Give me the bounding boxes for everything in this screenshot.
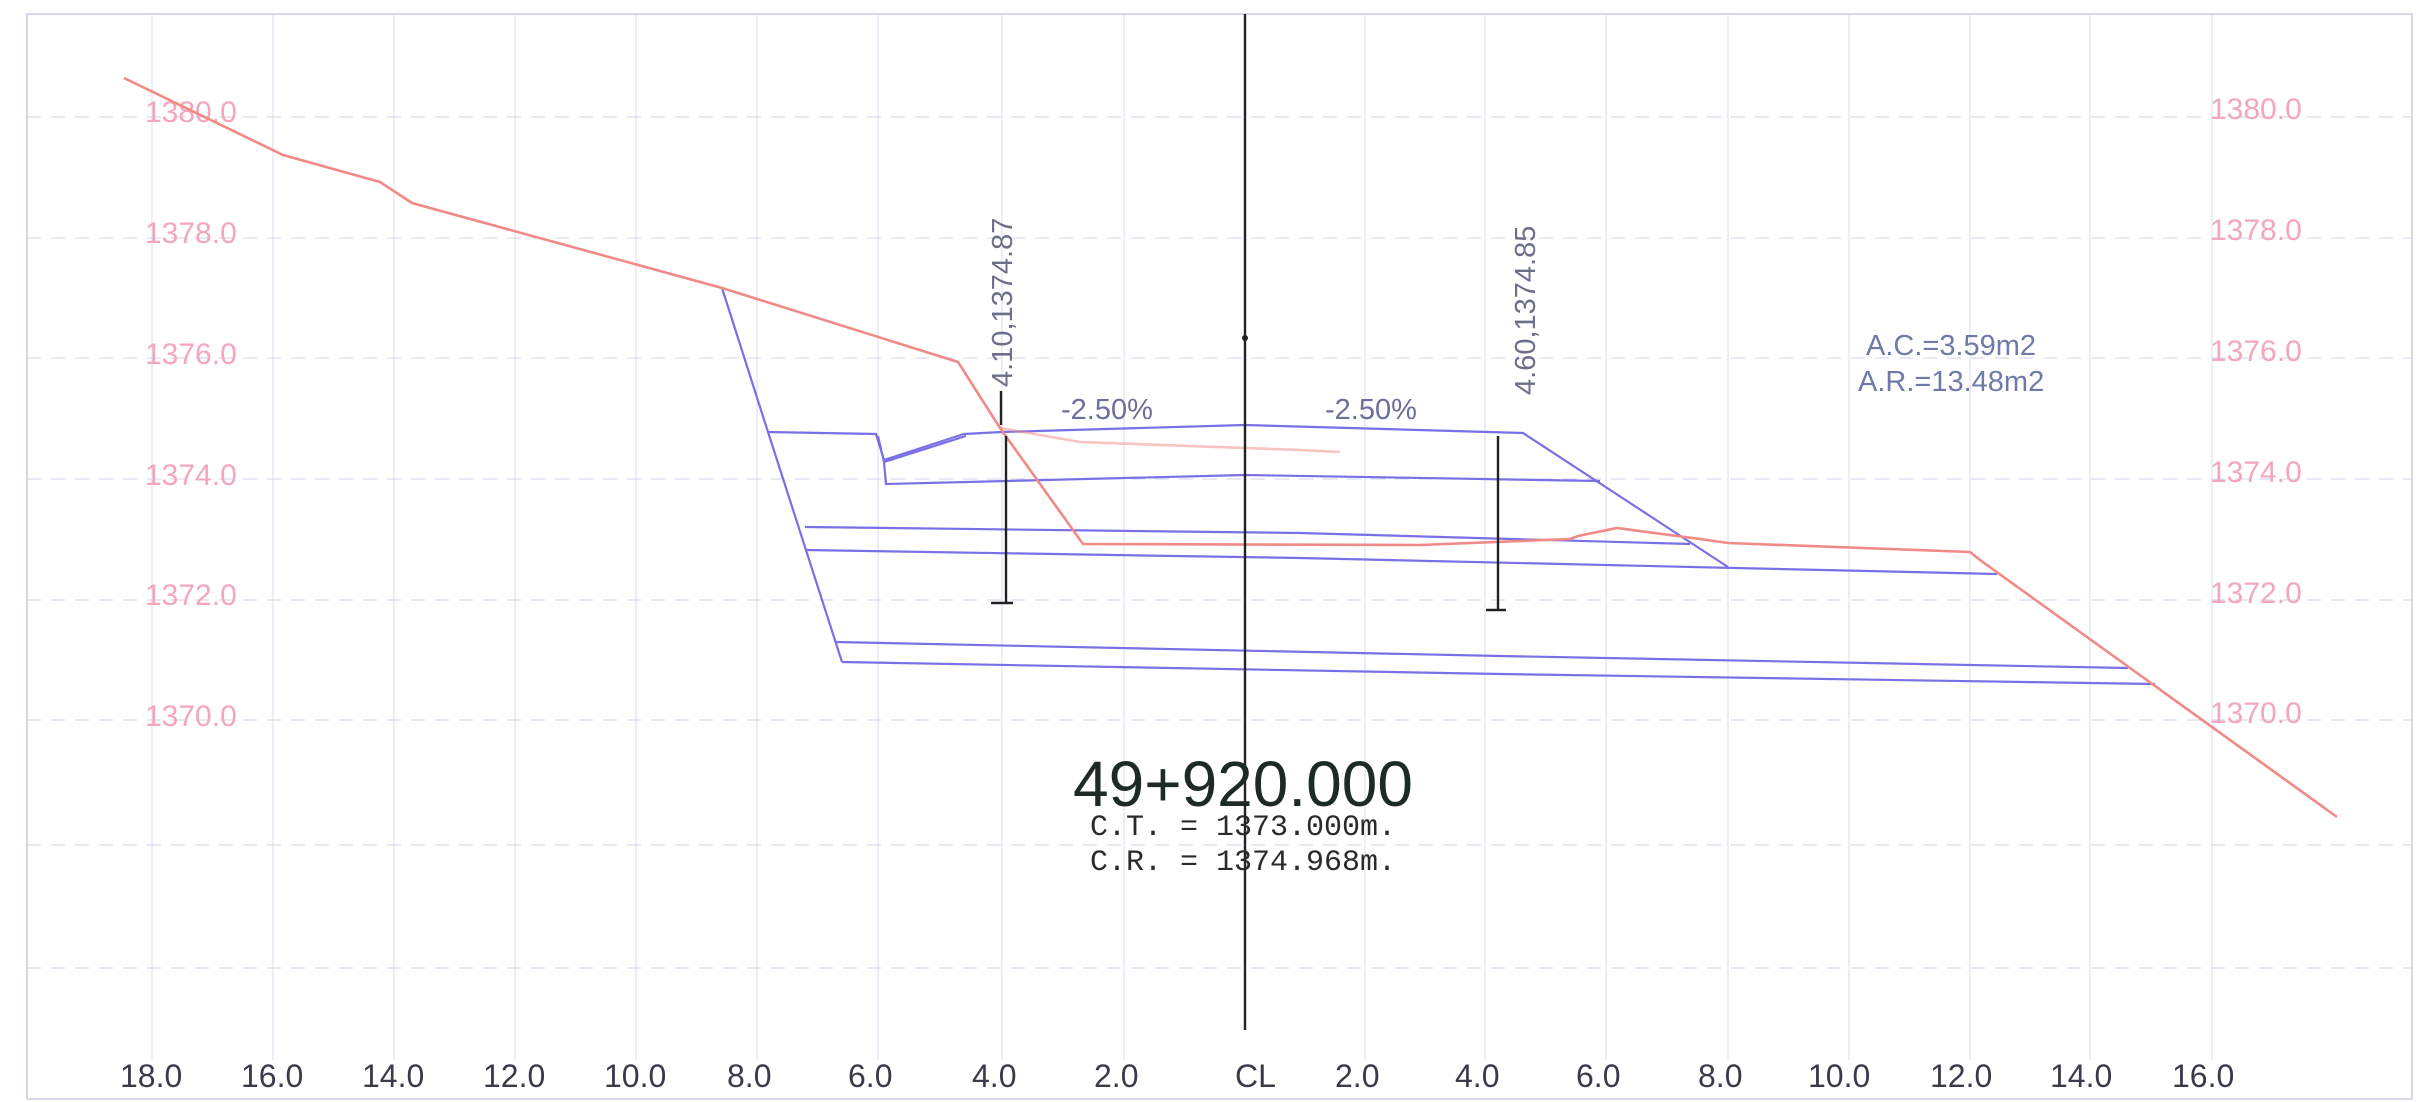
- drawing-frame: [26, 13, 2413, 1100]
- elevation-label: 1374.0: [2210, 456, 2302, 489]
- ground-elevation-label: C.T. = 1373.000m.: [1090, 811, 1396, 845]
- ditch-edge: [876, 435, 886, 463]
- offset-label: 18.0: [120, 1058, 182, 1094]
- left-point-label: 4.10,1374.87: [987, 218, 1019, 387]
- elevation-axis-right: 1380.0 1378.0 1376.0 1374.0 1372.0 1370.…: [2210, 93, 2302, 730]
- right-offset-marker: 4.60,1374.85: [1486, 226, 1542, 612]
- elevation-label: 1374.0: [145, 459, 237, 492]
- centerline-marker: [1242, 335, 1248, 341]
- elevation-label: 1370.0: [2210, 697, 2302, 730]
- left-offset-marker: 4.10,1374.87: [987, 218, 1019, 605]
- elevation-label: 1376.0: [145, 338, 237, 371]
- offset-label: 10.0: [1808, 1058, 1870, 1094]
- offset-label: 14.0: [2050, 1058, 2112, 1094]
- offset-label: 14.0: [362, 1058, 424, 1094]
- ditch-lining: [883, 434, 967, 464]
- offset-label: 12.0: [1930, 1058, 1992, 1094]
- offset-label: 10.0: [604, 1058, 666, 1094]
- offset-label: 8.0: [1698, 1058, 1742, 1094]
- offset-label: 12.0: [483, 1058, 545, 1094]
- design-section: [720, 287, 2156, 686]
- right-slope-label: -2.50%: [1325, 394, 1417, 426]
- left-slope-label: -2.50%: [1061, 394, 1153, 426]
- vertical-grid: [151, 14, 2213, 1060]
- right-point-label: 4.60,1374.85: [1510, 226, 1542, 395]
- offset-label: 6.0: [848, 1058, 892, 1094]
- elevation-label: 1370.0: [145, 700, 237, 733]
- base-layer-2: [804, 548, 1998, 576]
- elevation-axis-left: 1380.0 1378.0 1376.0 1374.0 1372.0 1370.…: [145, 96, 237, 733]
- offset-label: 2.0: [1094, 1058, 1138, 1094]
- station-label: 49+920.000: [1073, 748, 1413, 820]
- elevation-label: 1380.0: [145, 96, 237, 129]
- fill-area-label: A.R.=13.48m2: [1858, 366, 2044, 398]
- design-elevation-label: C.R. = 1374.968m.: [1090, 846, 1396, 880]
- offset-label: 4.0: [1455, 1058, 1499, 1094]
- offset-label: 4.0: [972, 1058, 1016, 1094]
- offset-label: 6.0: [1576, 1058, 1620, 1094]
- cut-area-label: A.C.=3.59m2: [1866, 330, 2036, 362]
- centerline-symbol: CL: [1235, 1058, 1276, 1094]
- elevation-label: 1376.0: [2210, 335, 2302, 368]
- base-layer-1: [804, 525, 1691, 546]
- offset-axis: 18.0 16.0 14.0 12.0 10.0 8.0 6.0 4.0 2.0…: [120, 1058, 2234, 1094]
- left-cut-slope: [720, 287, 844, 663]
- elevation-label: 1378.0: [2210, 214, 2302, 247]
- offset-label: 16.0: [2172, 1058, 2234, 1094]
- pavement-top: [767, 423, 1729, 568]
- subgrade-line: [882, 461, 1601, 486]
- lower-layer-2: [841, 660, 2156, 686]
- ground-profile: [123, 76, 2338, 819]
- horizontal-grid: [27, 116, 2412, 969]
- elevation-label: 1380.0: [2210, 93, 2302, 126]
- ground-line-faint: [999, 426, 1341, 454]
- elevation-label: 1378.0: [145, 217, 237, 250]
- offset-label: 16.0: [241, 1058, 303, 1094]
- elevation-label: 1372.0: [145, 579, 237, 612]
- offset-label: 8.0: [727, 1058, 771, 1094]
- lower-layer-1: [835, 640, 2129, 670]
- offset-label: 2.0: [1335, 1058, 1379, 1094]
- ground-line: [123, 76, 2338, 819]
- elevation-label: 1372.0: [2210, 577, 2302, 610]
